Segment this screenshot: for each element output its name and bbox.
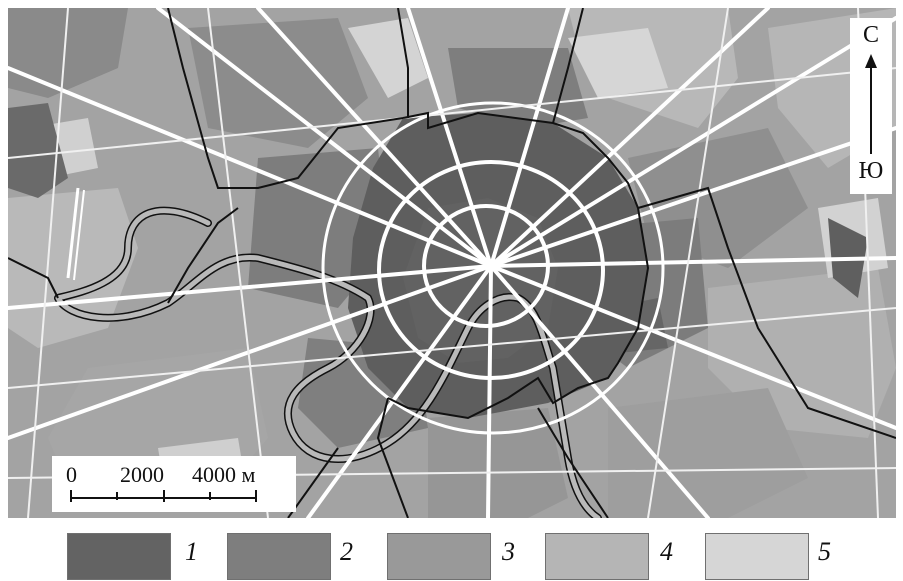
- legend-label-4: 4: [660, 537, 673, 566]
- north-arrow: С Ю: [850, 18, 892, 194]
- legend-swatch-3: [387, 533, 491, 580]
- south-label: Ю: [858, 158, 884, 184]
- legend: 1 2 3 4 5: [0, 528, 903, 581]
- north-label: С: [862, 22, 879, 48]
- legend-swatch-4: [545, 533, 649, 580]
- legend-label-2: 2: [340, 537, 353, 566]
- scale-label-2000: 2000: [120, 462, 164, 487]
- legend-swatch-1: [67, 533, 171, 580]
- legend-swatch-5: [705, 533, 809, 580]
- legend-label-1: 1: [185, 537, 198, 566]
- river: [54, 206, 602, 518]
- legend-label-5: 5: [818, 537, 831, 566]
- legend-label-3: 3: [502, 537, 515, 566]
- map-canvas[interactable]: [8, 8, 896, 518]
- minor-roads: [8, 8, 896, 518]
- city-map[interactable]: 0 2000 4000 м: [8, 8, 896, 518]
- north-arrow-icon: [865, 54, 877, 154]
- admin-borders: [8, 8, 896, 518]
- scale-label-4000: 4000 м: [192, 462, 256, 487]
- scale-bar-graphic: [70, 490, 257, 502]
- scale-label-0: 0: [66, 462, 77, 487]
- legend-swatch-2: [227, 533, 331, 580]
- land-class-zones: [8, 8, 896, 518]
- scale-bar: 0 2000 4000 м: [52, 456, 296, 512]
- airfield: [66, 187, 85, 281]
